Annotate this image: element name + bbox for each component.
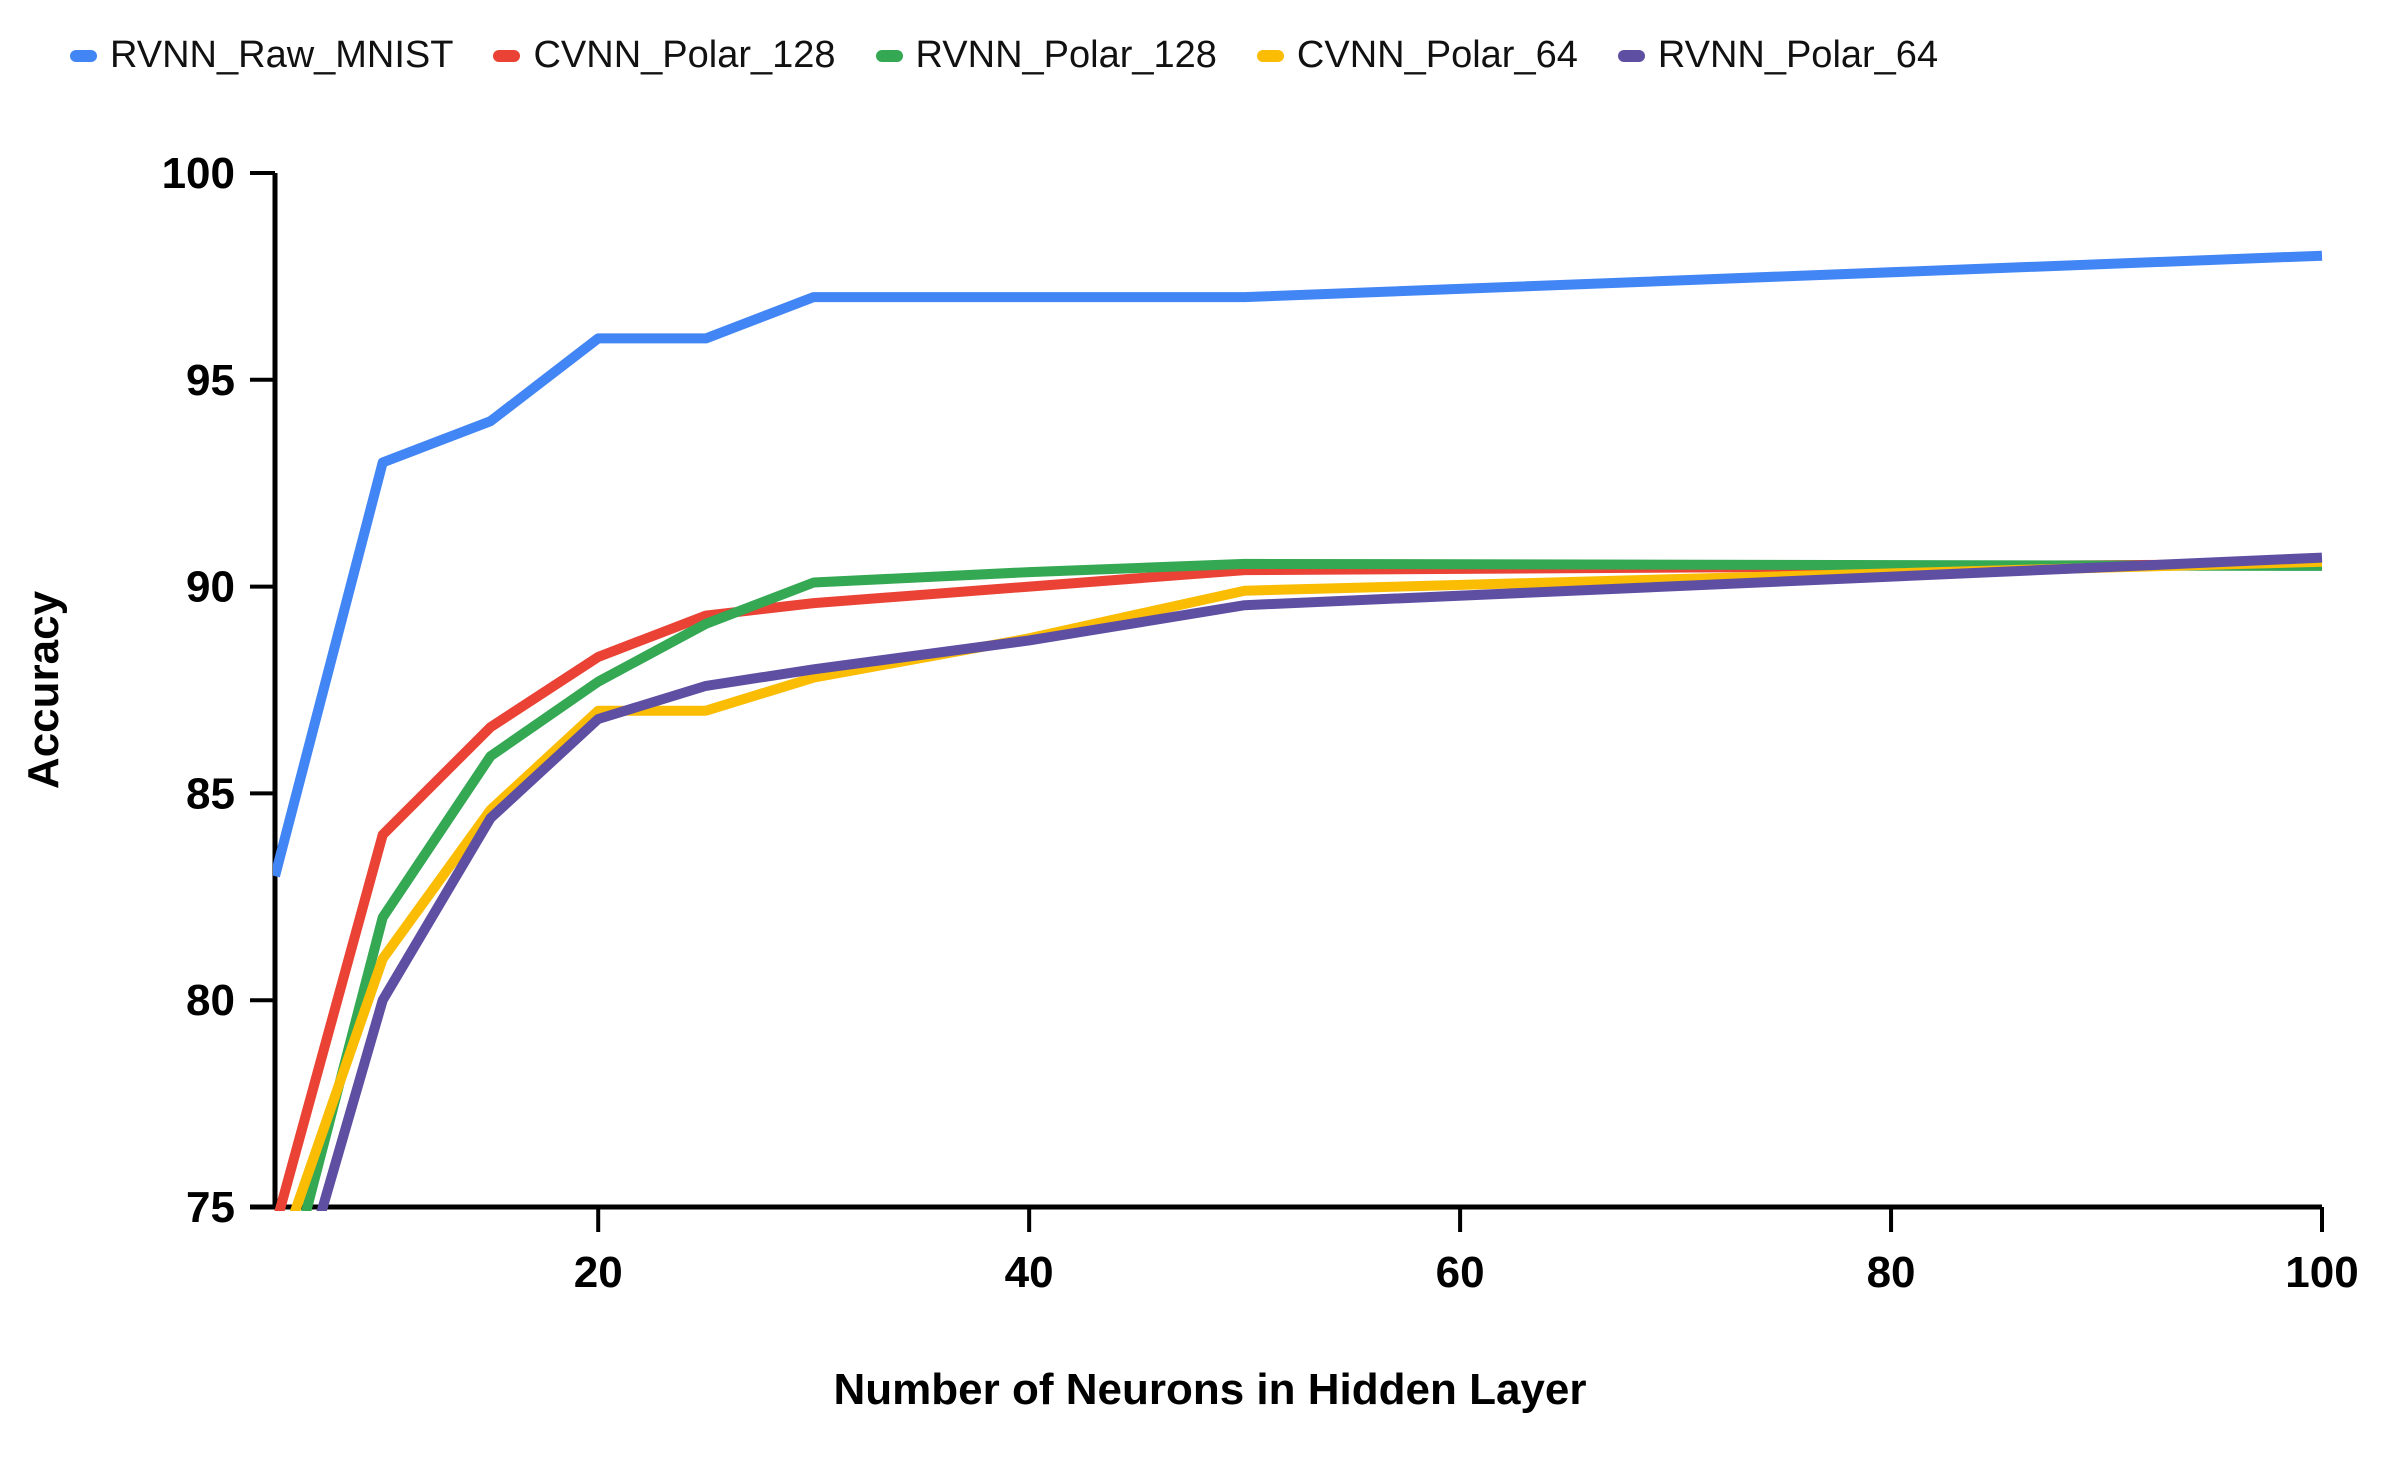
x-tick-label: 60: [1436, 1248, 1485, 1297]
y-axis-title: Accuracy: [19, 590, 68, 789]
legend: RVNN_Raw_MNIST CVNN_Polar_128 RVNN_Polar_1…: [70, 34, 1938, 77]
series-line-CVNN_Polar_128: [274, 558, 2323, 1211]
legend-swatch-icon: [1617, 49, 1645, 62]
legend-item: CVNN_Polar_64: [1256, 34, 1578, 77]
x-tick-label: 20: [574, 1248, 623, 1297]
legend-label: RVNN_Raw_MNIST: [110, 34, 454, 76]
legend-label: RVNN_Polar_64: [1657, 34, 1939, 76]
series-line-RVNN_Polar_128: [301, 558, 2323, 1211]
legend-label: RVNN_Polar_128: [915, 34, 1217, 76]
series-line-RVNN_Raw_MNIST: [273, 250, 2323, 878]
y-tick-label: 75: [186, 1183, 235, 1232]
y-tick-label: 90: [186, 563, 235, 612]
legend-swatch-icon: [493, 49, 521, 62]
y-tick-label: 85: [186, 769, 235, 818]
y-tick-label: 100: [162, 149, 235, 198]
legend-item: CVNN_Polar_128: [493, 34, 836, 77]
y-tick-label: 95: [186, 356, 235, 405]
legend-label: CVNN_Polar_128: [533, 34, 836, 76]
legend-item: RVNN_Polar_128: [875, 34, 1217, 77]
x-axis-title: Number of Neurons in Hidden Layer: [834, 1365, 1587, 1414]
legend-swatch-icon: [875, 49, 903, 62]
y-tick-label: 80: [186, 976, 235, 1025]
legend-swatch-icon: [1256, 49, 1284, 62]
x-tick-label: 80: [1867, 1248, 1916, 1297]
axes: 75 80 85 90 95 100 20 40 60 80 100: [162, 149, 2359, 1297]
series-line-CVNN_Polar_64: [289, 556, 2323, 1211]
legend-item: RVNN_Raw_MNIST: [70, 34, 453, 77]
legend-item: RVNN_Polar_64: [1617, 34, 1939, 77]
x-tick-label: 100: [2285, 1248, 2358, 1297]
series-lines: [273, 250, 2323, 1211]
legend-label: CVNN_Polar_64: [1296, 34, 1578, 76]
legend-swatch-icon: [70, 49, 97, 62]
series-line-RVNN_Polar_64: [316, 552, 2323, 1211]
x-tick-label: 40: [1005, 1248, 1054, 1297]
